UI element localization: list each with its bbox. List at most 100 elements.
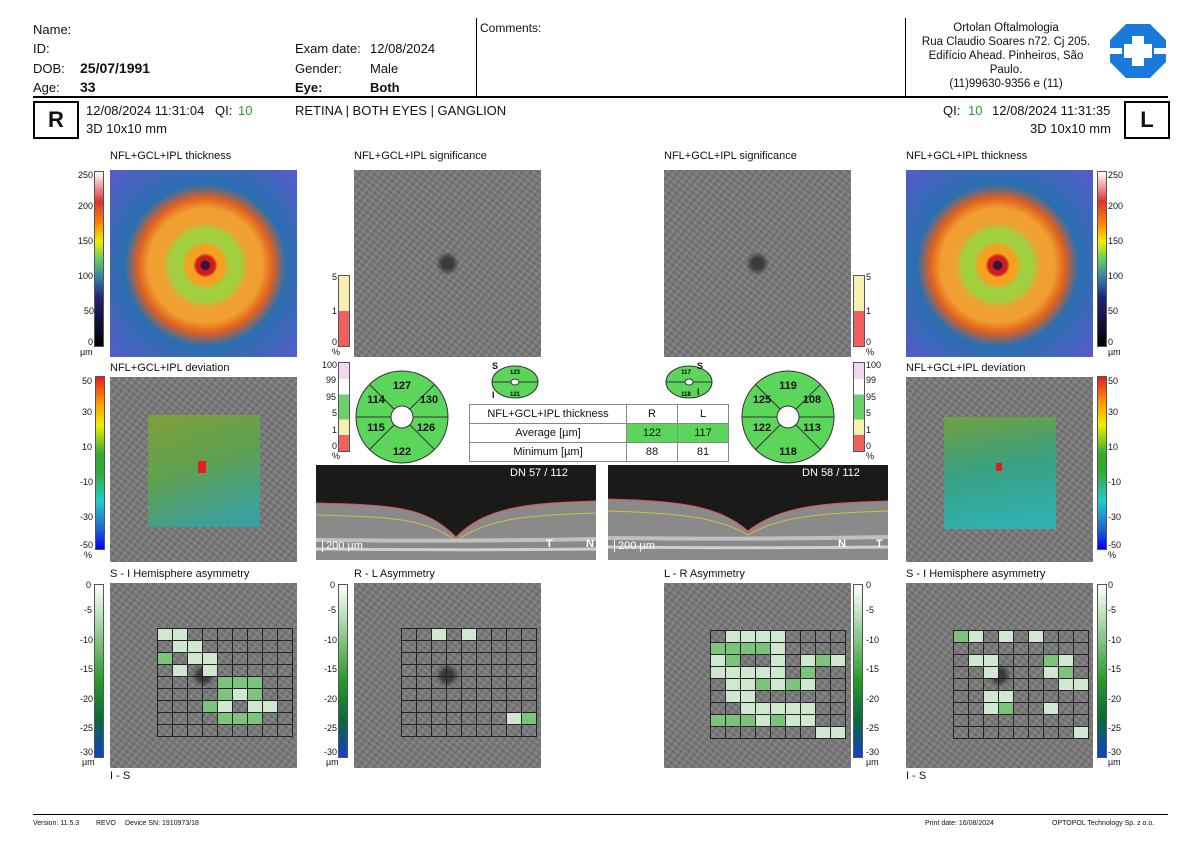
right-rl-colorbar [338, 584, 348, 758]
gender-value: Male [370, 61, 399, 76]
table-col-r: R [626, 404, 678, 424]
grid-cell [954, 727, 969, 739]
grid-cell [756, 631, 771, 643]
grid-cell [1059, 667, 1074, 679]
tick: -20 [80, 694, 94, 704]
grid-cell [786, 631, 801, 643]
grid-cell [402, 713, 417, 725]
table-avg-l: 117 [677, 423, 729, 443]
grid-cell [969, 715, 984, 727]
grid-cell [801, 655, 816, 667]
grid-cell [507, 689, 522, 701]
tick: -5 [328, 605, 337, 615]
left-significance-colorbar [853, 275, 865, 347]
grid-cell [831, 703, 846, 715]
grid-cell [432, 689, 447, 701]
grid-cell [1059, 631, 1074, 643]
grid-cell [522, 713, 537, 725]
right-deviation-colorbar [95, 376, 105, 550]
left-sector-nasal-lower: 113 [803, 422, 821, 434]
grid-cell [158, 653, 173, 665]
grid-cell [1059, 715, 1074, 727]
grid-cell [831, 691, 846, 703]
tick: 1 [866, 425, 872, 435]
right-bscan-layers [316, 465, 596, 560]
grid-cell [218, 713, 233, 725]
grid-cell [173, 725, 188, 737]
grid-cell [278, 665, 293, 677]
left-hemisphere-chart: 117 118 [665, 365, 713, 399]
grid-cell [954, 667, 969, 679]
left-thickness-map [906, 170, 1093, 357]
grid-cell [786, 715, 801, 727]
right-deviation-title: NFL+GCL+IPL deviation [110, 362, 230, 374]
grid-cell [801, 715, 816, 727]
grid-cell [771, 715, 786, 727]
grid-cell [954, 631, 969, 643]
grid-cell [507, 677, 522, 689]
right-deviation-image [110, 377, 297, 562]
grid-cell [203, 725, 218, 737]
grid-cell [188, 665, 203, 677]
grid-cell [711, 667, 726, 679]
grid-cell [756, 691, 771, 703]
left-deviation-colorbar [1097, 376, 1107, 550]
tick: -5 [866, 605, 875, 615]
grid-cell [218, 725, 233, 737]
tick: µm [82, 757, 95, 767]
grid-cell [969, 667, 984, 679]
grid-cell [477, 641, 492, 653]
grid-cell [233, 653, 248, 665]
grid-cell [786, 643, 801, 655]
tick: -10 [80, 635, 94, 645]
grid-cell [432, 701, 447, 713]
grid-cell [402, 689, 417, 701]
grid-cell [999, 703, 1014, 715]
grid-cell [248, 665, 263, 677]
grid-cell [233, 689, 248, 701]
grid-cell [492, 665, 507, 677]
clinic-line: Rua Claudio Soares n72. Cj 205. [921, 36, 1091, 48]
grid-cell [1074, 727, 1089, 739]
left-bscan-image [608, 465, 888, 560]
grid-cell [1014, 691, 1029, 703]
tick: µm [326, 757, 339, 767]
right-qi-label: QI: [215, 103, 233, 118]
left-si-colorbar [1097, 584, 1107, 758]
tick: -30 [80, 512, 94, 522]
grid-cell [831, 679, 846, 691]
grid-cell [173, 629, 188, 641]
left-sector-chart: 119 108 113 118 122 125 [741, 370, 835, 464]
grid-cell [771, 691, 786, 703]
grid-cell [462, 689, 477, 701]
grid-cell [711, 631, 726, 643]
right-thickness-title: NFL+GCL+IPL thickness [110, 150, 232, 162]
right-sector-inferior: 122 [393, 446, 411, 458]
right-scan-size: 3D 10x10 mm [86, 121, 167, 136]
grid-cell [1044, 727, 1059, 739]
grid-cell [507, 725, 522, 737]
grid-cell [248, 725, 263, 737]
grid-cell [462, 701, 477, 713]
tick: 5 [332, 408, 338, 418]
grid-cell [477, 725, 492, 737]
right-bscan-counter: DN 57 / 112 [510, 467, 568, 479]
tick: 250 [78, 170, 94, 180]
right-rl-asym-grid [401, 628, 537, 737]
tick: 1 [866, 306, 872, 316]
tick: 10 [1108, 442, 1119, 452]
tick: -15 [80, 664, 94, 674]
left-hemi-s-label: S [697, 361, 704, 371]
grid-cell [278, 641, 293, 653]
grid-cell [954, 679, 969, 691]
grid-cell [233, 713, 248, 725]
tick: 100 [866, 360, 882, 370]
grid-cell [203, 701, 218, 713]
tick: % [84, 550, 93, 560]
left-scan-size: 3D 10x10 mm [1030, 121, 1111, 136]
grid-cell [726, 643, 741, 655]
grid-cell [278, 725, 293, 737]
eye-value: Both [370, 80, 400, 95]
right-sector-colorbar [338, 362, 350, 452]
grid-cell [1059, 679, 1074, 691]
